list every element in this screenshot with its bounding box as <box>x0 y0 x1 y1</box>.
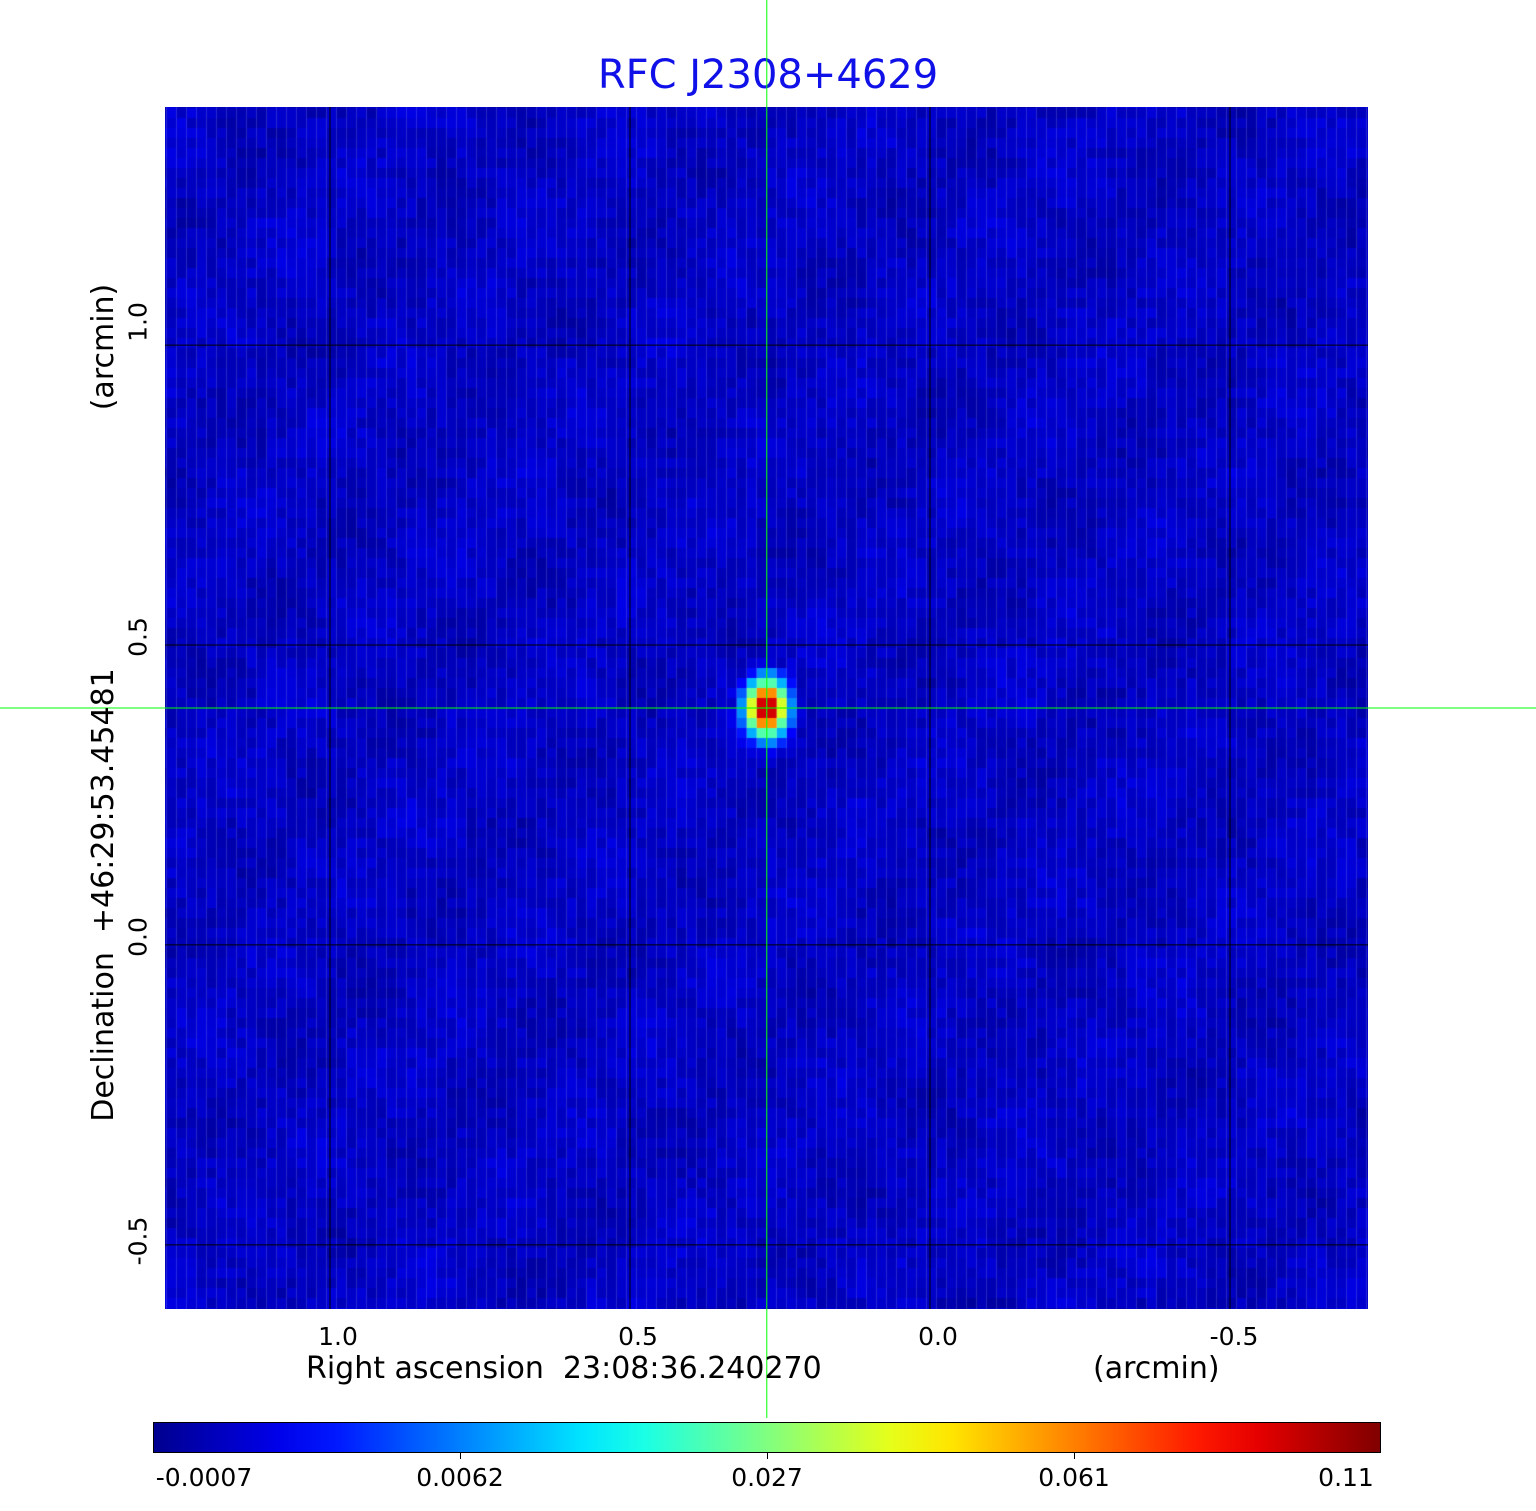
colorbar-tick-label: 0.027 <box>731 1463 803 1492</box>
colorbar-tick <box>1074 1453 1075 1459</box>
colorbar-tick <box>460 1453 461 1459</box>
colorbar-tick-label: -0.0007 <box>155 1463 253 1492</box>
x-tick-label: 0.5 <box>618 1322 658 1351</box>
colorbar-tick <box>767 1453 768 1459</box>
y-tick-label: -0.5 <box>123 1216 153 1266</box>
x-tick-label: 1.0 <box>318 1322 358 1351</box>
y-axis-unit: (arcmin) <box>86 283 121 411</box>
colorbar-tick-label: 0.11 <box>1318 1463 1374 1492</box>
x-axis-unit: (arcmin) <box>1093 1351 1220 1386</box>
y-tick-label: 0.5 <box>123 617 153 657</box>
colorbar-tick-label: 0.061 <box>1038 1463 1110 1492</box>
colorbar-tick-label: 0.0062 <box>416 1463 504 1492</box>
y-tick-label: 0.0 <box>123 917 153 957</box>
y-axis-label: Declination +46:29:53.45481 <box>86 668 121 1122</box>
colorbar <box>153 1422 1381 1453</box>
x-axis-label: Right ascension 23:08:36.240270 <box>306 1351 822 1386</box>
x-tick-label: 0.0 <box>918 1322 958 1351</box>
y-tick-label: 1.0 <box>123 302 153 342</box>
x-tick-label: -0.5 <box>1209 1322 1259 1351</box>
chart-title: RFC J2308+4629 <box>597 52 939 98</box>
